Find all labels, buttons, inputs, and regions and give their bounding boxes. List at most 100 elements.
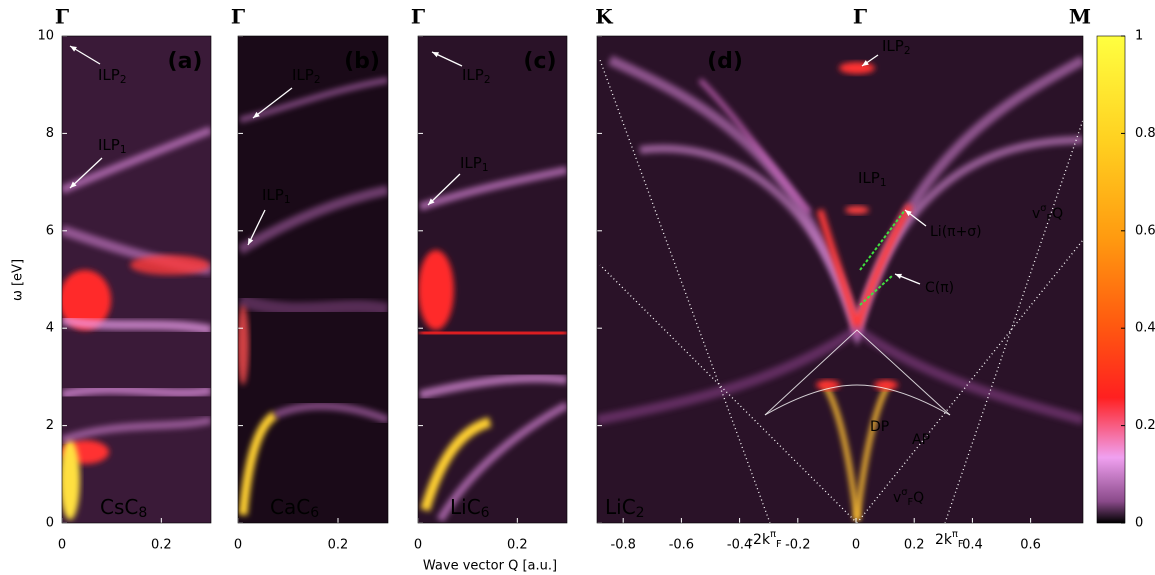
x-tick-label: 0.6 <box>1020 538 1041 553</box>
intensity-feature <box>854 383 891 521</box>
annotation-tail: Q <box>913 490 924 506</box>
annotation-sub: F <box>1047 213 1053 224</box>
y-tick-label: 4 <box>46 321 54 336</box>
guide-line <box>599 264 858 523</box>
x-tick-label: 0 <box>852 538 860 553</box>
y-axis-label: ω [eV] <box>11 259 26 301</box>
x-axis-label: Wave vector Q [a.u.] <box>423 559 557 574</box>
annotation: ILP1​ <box>460 154 489 175</box>
heatmap-panel <box>418 36 567 523</box>
top-label: Γ <box>411 5 425 29</box>
x-tick-label: 0.2 <box>328 538 349 553</box>
annotation-text: ILP <box>292 66 314 84</box>
intensity-feature <box>418 373 567 400</box>
x-tick-label: -0.4 <box>727 538 752 553</box>
arrow-head <box>895 273 902 279</box>
arrow <box>69 157 103 189</box>
guide-line <box>944 119 1083 523</box>
intensity-feature <box>698 78 812 214</box>
annotation: C(π) <box>925 280 954 296</box>
annotation-sub: 1 <box>284 194 291 206</box>
intensity-feature <box>845 206 869 214</box>
colorbar <box>1096 35 1126 524</box>
x-tick-label: -0.2 <box>785 538 810 553</box>
x-tick-label: 0.2 <box>507 538 528 553</box>
x-tick-label: 0.2 <box>904 538 925 553</box>
annotation-text: ILP <box>858 169 880 187</box>
arrow-head <box>253 111 260 118</box>
colorbar-tick-label: 0.2 <box>1135 418 1155 433</box>
y-tick-label: 2 <box>46 418 54 433</box>
annotation-text: -2k <box>748 532 771 548</box>
annotation: ILP2​ <box>462 66 491 87</box>
y-tick-label: 0 <box>46 516 54 531</box>
intensity-feature <box>62 416 211 444</box>
y-tick-label: 8 <box>46 126 54 141</box>
colorbar-tick-label: 0.4 <box>1135 321 1155 336</box>
arrow-head <box>248 238 254 245</box>
annotation-text: ILP <box>460 154 482 172</box>
guide-line <box>856 239 1083 523</box>
y-tick-label: 10 <box>37 29 54 44</box>
annotation-text: LiC <box>605 495 636 519</box>
x-tick-label: 0 <box>234 538 242 553</box>
annotation-text: v <box>893 490 901 506</box>
annotation-sub: 2 <box>120 74 127 86</box>
intensity-feature <box>418 166 567 211</box>
annotation-text: v <box>1032 206 1040 222</box>
annotation-text: CaC <box>270 495 310 519</box>
plot-frame <box>61 35 212 524</box>
x-tick-label: 0.2 <box>151 538 172 553</box>
annotation-sup: π <box>952 529 958 540</box>
annotation-sub: 1 <box>120 144 127 156</box>
annotation: Li(π+σ) <box>930 224 982 240</box>
annotation-text: C(π) <box>925 280 954 296</box>
annotation-sub: 2 <box>636 505 645 521</box>
arrow <box>247 209 266 246</box>
intensity-feature <box>62 270 111 330</box>
arrow <box>427 173 461 206</box>
intensity-feature <box>62 126 211 194</box>
annotation: ILP1​ <box>98 136 127 157</box>
annotation-sub: 2 <box>484 74 491 86</box>
annotation: LiC2​ <box>605 495 645 522</box>
arrow-head <box>432 52 439 58</box>
x-tick-label: 0 <box>58 538 66 553</box>
top-label: K <box>595 5 613 29</box>
guide-line <box>859 274 894 306</box>
panel-label: (a) <box>168 49 203 74</box>
annotation-sub: 1 <box>482 162 489 174</box>
annotation-text: Li(π+σ) <box>930 224 982 240</box>
annotation-sub: 2 <box>904 45 911 57</box>
annotation-text: 2k <box>935 532 953 548</box>
colorbar-tick-label: 1 <box>1135 29 1143 44</box>
intensity-feature <box>130 255 210 275</box>
annotation: ILP2​ <box>292 66 321 87</box>
intensity-feature <box>420 417 492 512</box>
x-tick-label: -0.8 <box>611 538 636 553</box>
annotation-text: ILP <box>262 186 284 204</box>
intensity-feature <box>418 250 454 330</box>
arrow <box>252 87 293 119</box>
top-label: Γ <box>55 5 69 29</box>
annotation-sup: π <box>770 529 776 540</box>
intensity-feature <box>839 62 875 74</box>
intensity-feature <box>419 328 567 338</box>
annotation-sub: F <box>958 539 964 550</box>
annotation: vσF​Q <box>1032 203 1063 224</box>
annotation-sub: 8 <box>138 505 147 521</box>
annotation-text: ILP <box>98 136 120 154</box>
annotation: ILP1​ <box>262 186 291 207</box>
annotation: ILP2​ <box>882 37 911 58</box>
intensity-feature <box>822 383 860 521</box>
top-label: Γ <box>853 5 867 29</box>
plot-frame <box>596 35 1084 524</box>
panel-label: (d) <box>707 49 743 74</box>
guide-line <box>764 329 951 416</box>
x-tick-label: 0.4 <box>962 538 983 553</box>
intensity-feature <box>62 315 211 335</box>
annotation: vσF​Q <box>893 487 924 508</box>
annotation: ILP2​ <box>98 66 127 87</box>
arrow-head <box>70 181 77 188</box>
